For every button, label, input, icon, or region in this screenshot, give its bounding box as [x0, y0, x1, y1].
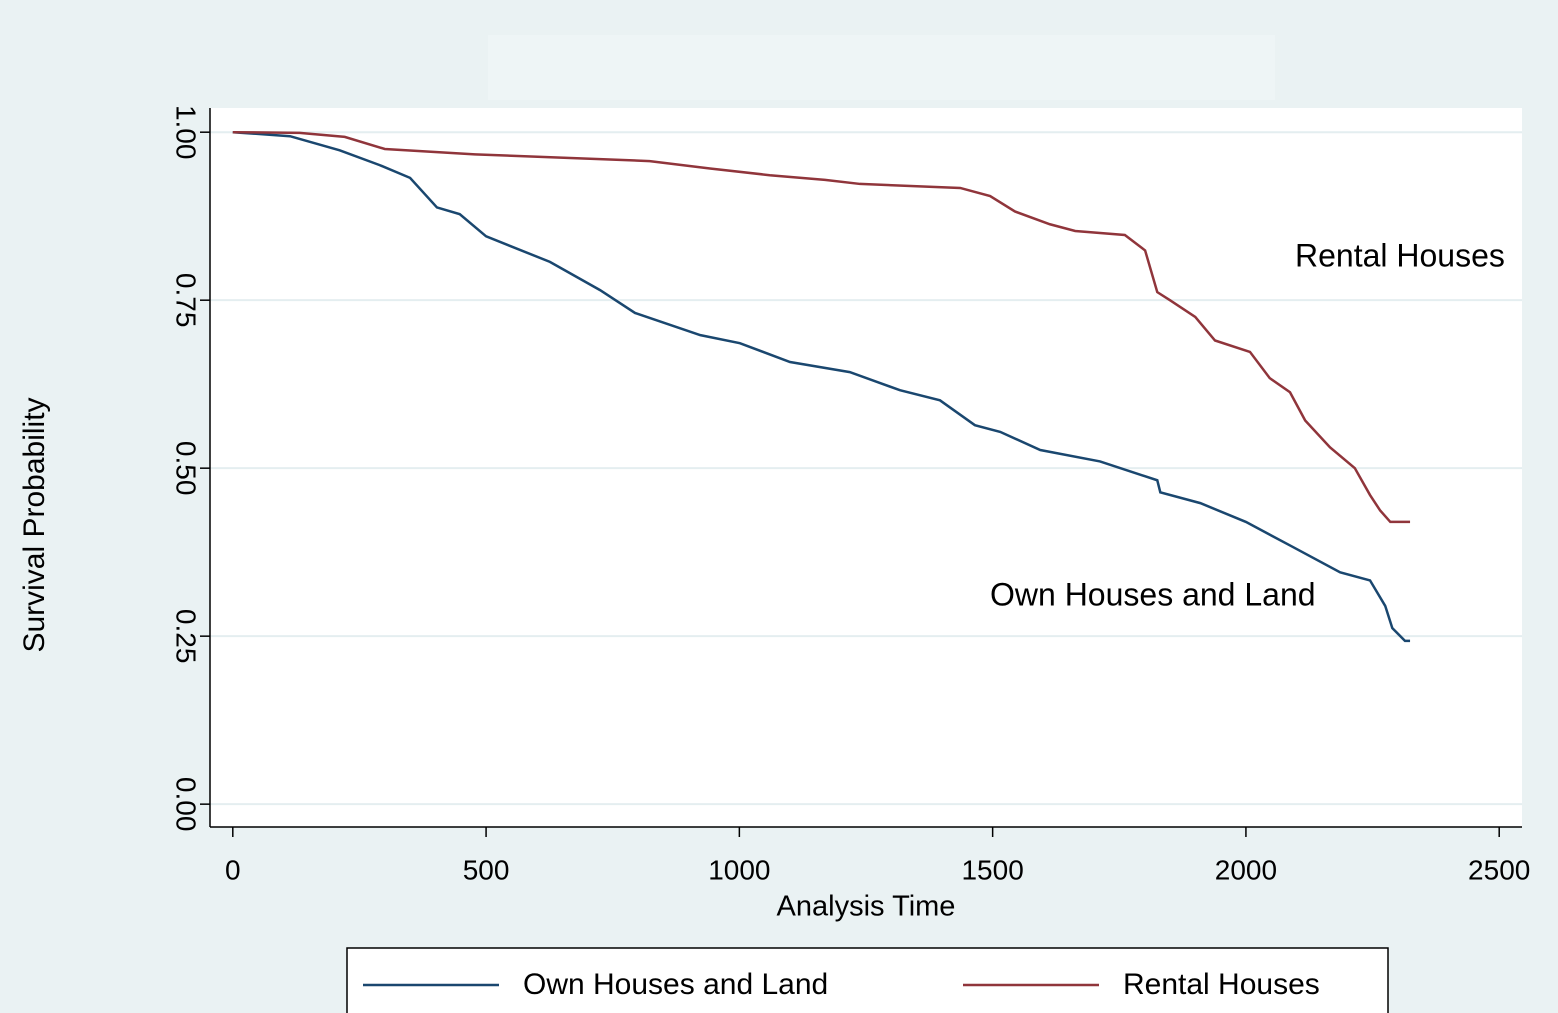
x-tick-label: 0	[225, 854, 241, 885]
survival-line	[232, 130, 1411, 524]
y-axis-label: Survival Probability	[18, 397, 51, 652]
x-tick-label: 2000	[1215, 854, 1277, 885]
x-tick-label: 1000	[708, 854, 770, 885]
lines	[232, 130, 1411, 643]
annotation: Own Houses and Land	[990, 576, 1316, 612]
survival-line	[232, 130, 1411, 643]
x-tick-label: 1500	[961, 854, 1023, 885]
background-band	[488, 35, 1275, 100]
grid	[210, 131, 1522, 806]
annotation: Rental Houses	[1295, 237, 1505, 273]
legend-label: Rental Houses	[1123, 968, 1320, 1001]
legend	[346, 947, 1389, 1013]
x-tick-label: 2500	[1468, 854, 1530, 885]
y-tick-label: 0.25	[171, 609, 202, 664]
y-tick-label: 0.00	[171, 777, 202, 832]
x-tick-label: 500	[463, 854, 510, 885]
y-tick-label: 1.00	[171, 105, 202, 160]
x-axis-label: Analysis Time	[777, 891, 956, 923]
legend-label: Own Houses and Land	[523, 968, 828, 1001]
y-tick-label: 0.50	[171, 441, 202, 496]
y-tick-label: 0.75	[171, 273, 202, 328]
